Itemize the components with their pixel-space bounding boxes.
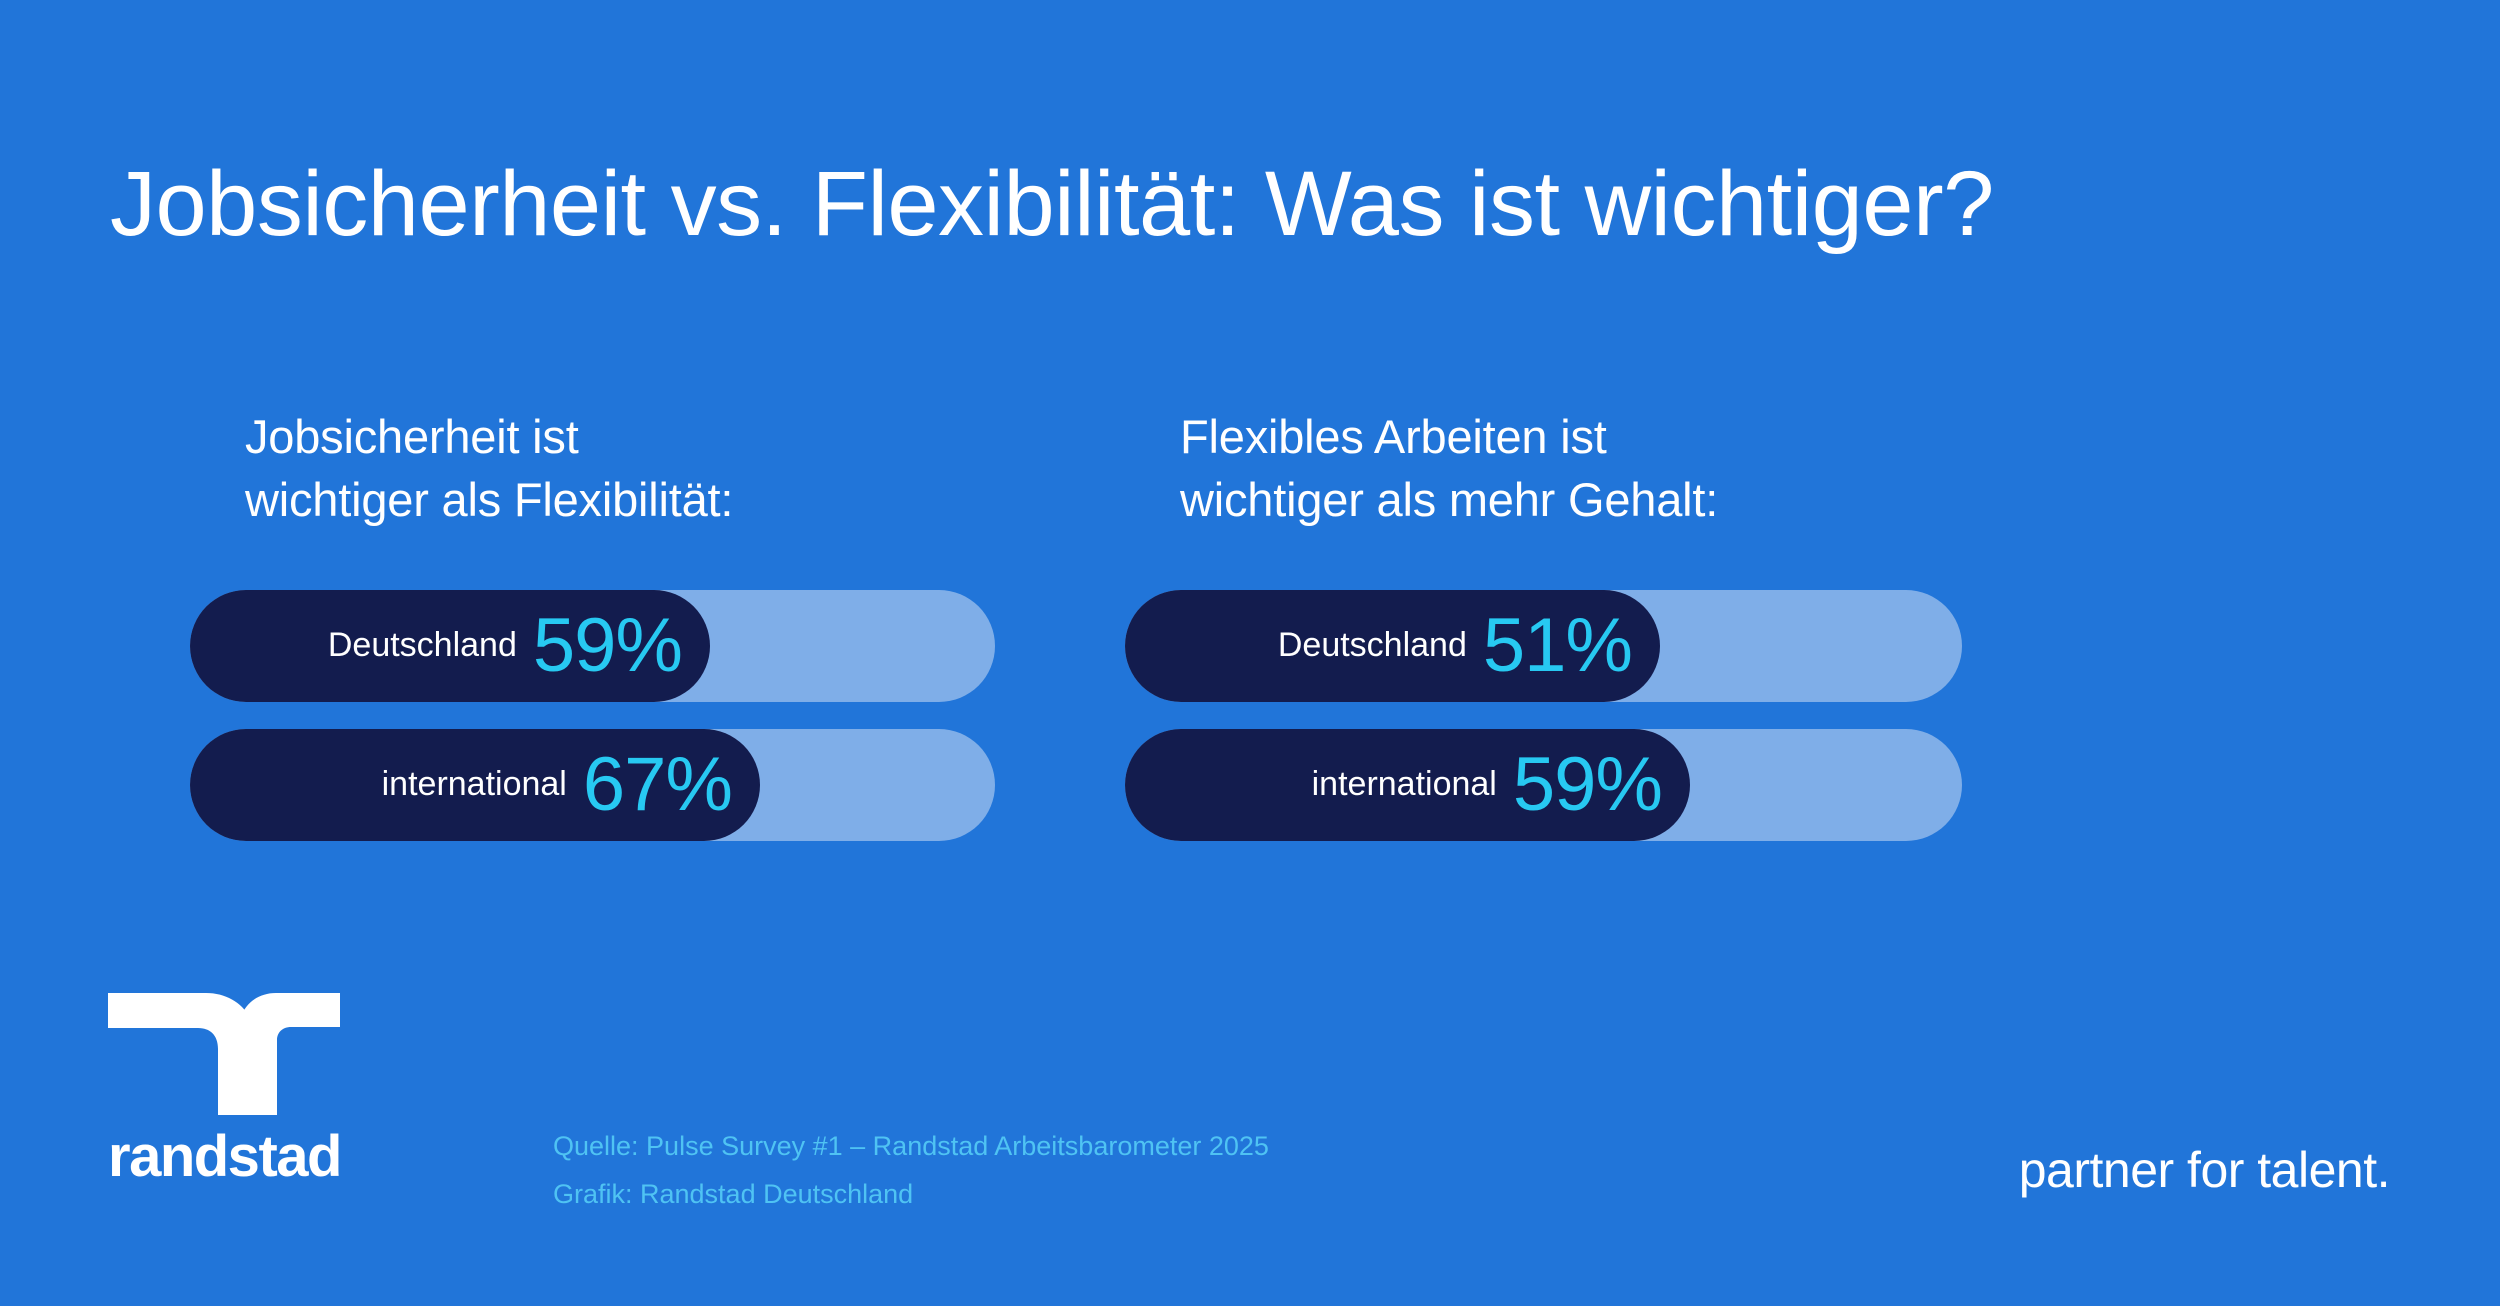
bar-track: international 59%	[1125, 729, 1962, 841]
stat-group-flexibles-arbeiten: Flexibles Arbeiten ist wichtiger als meh…	[1125, 405, 1962, 841]
bar-label: Deutschland	[1277, 626, 1467, 664]
stat-group-jobsicherheit: Jobsicherheit ist wichtiger als Flexibil…	[190, 405, 995, 841]
brand-tagline: partner for talent.	[2018, 1142, 2391, 1198]
bar-track: international 67%	[190, 729, 995, 841]
source-line-1: Quelle: Pulse Survey #1 – Randstad Arbei…	[553, 1131, 1269, 1161]
bar-label: international	[1311, 765, 1497, 803]
bar-label: Deutschland	[327, 626, 517, 664]
bar-value: 51%	[1482, 603, 1633, 688]
bar-fill: Deutschland 59%	[190, 590, 710, 702]
bar-fill: Deutschland 51%	[1125, 590, 1660, 702]
source-note: Quelle: Pulse Survey #1 – Randstad Arbei…	[553, 1122, 1269, 1218]
bar-row: international 67%	[190, 729, 995, 841]
randstad-logo-mark-icon	[108, 993, 340, 1115]
bar-label: international	[381, 765, 567, 803]
bar-track: Deutschland 59%	[190, 590, 995, 702]
randstad-logo: randstad	[108, 993, 348, 1187]
group-heading: Jobsicherheit ist wichtiger als Flexibil…	[245, 410, 734, 526]
bar-value: 67%	[582, 742, 733, 827]
bar-value: 59%	[532, 603, 683, 688]
bar-track: Deutschland 51%	[1125, 590, 1962, 702]
randstad-wordmark: randstad	[108, 1124, 342, 1189]
bar-fill: international 67%	[190, 729, 760, 841]
source-line-2: Grafik: Randstad Deutschland	[553, 1179, 914, 1209]
bar-value: 59%	[1512, 742, 1663, 827]
bar-row: Deutschland 59%	[190, 590, 995, 702]
bar-row: international 59%	[1125, 729, 1962, 841]
bar-row: Deutschland 51%	[1125, 590, 1962, 702]
group-heading: Flexibles Arbeiten ist wichtiger als meh…	[1180, 410, 1719, 526]
bar-chart: Deutschland 59% international 67%	[190, 590, 995, 868]
page-title: Jobsicherheit vs. Flexibilität: Was ist …	[110, 152, 1994, 255]
bar-chart: Deutschland 51% international 59%	[1125, 590, 1962, 868]
bar-fill: international 59%	[1125, 729, 1690, 841]
